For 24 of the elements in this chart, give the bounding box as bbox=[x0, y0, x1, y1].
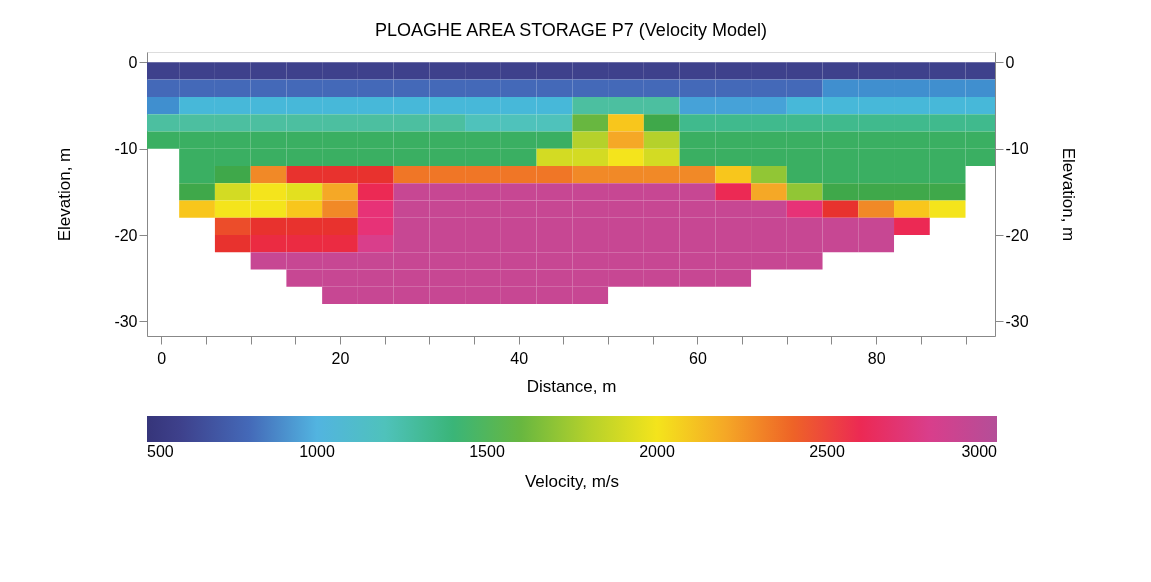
y-tick-label: 0 bbox=[128, 53, 138, 71]
y2-tick-label: -30 bbox=[1005, 312, 1029, 330]
color-bar-label: 1500 bbox=[469, 443, 505, 460]
color-bar-label: 1000 bbox=[299, 443, 335, 460]
x-tick-label: 60 bbox=[689, 349, 707, 367]
y2-tick-label: 0 bbox=[1005, 53, 1015, 71]
y2-tick-label: -20 bbox=[1005, 226, 1029, 244]
y2-axis-title: Elevation, m bbox=[1058, 147, 1078, 242]
x-axis-title: Distance, m bbox=[526, 376, 617, 396]
y-tick-label: -20 bbox=[114, 226, 138, 244]
y-tick-label: -30 bbox=[114, 312, 138, 330]
color-bar-label: 3000 bbox=[961, 443, 998, 460]
x-tick-label: 40 bbox=[510, 349, 529, 367]
color-bar-title: Velocity, m/s bbox=[524, 472, 620, 491]
chart-title: PLOAGHE AREA STORAGE P7 (Velocity Model) bbox=[375, 20, 767, 40]
x-tick-label: 0 bbox=[157, 349, 167, 367]
x-tick-label: 20 bbox=[331, 349, 350, 367]
x-tick-label: 80 bbox=[867, 349, 886, 367]
color-bar-label: 2000 bbox=[639, 443, 675, 460]
y2-tick-label: -10 bbox=[1005, 140, 1029, 158]
color-bar-label: 500 bbox=[147, 443, 174, 460]
y-tick-label: -10 bbox=[114, 140, 138, 158]
y-axis-title: Elevation, m bbox=[55, 147, 75, 242]
color-bar-label: 2500 bbox=[809, 443, 845, 460]
